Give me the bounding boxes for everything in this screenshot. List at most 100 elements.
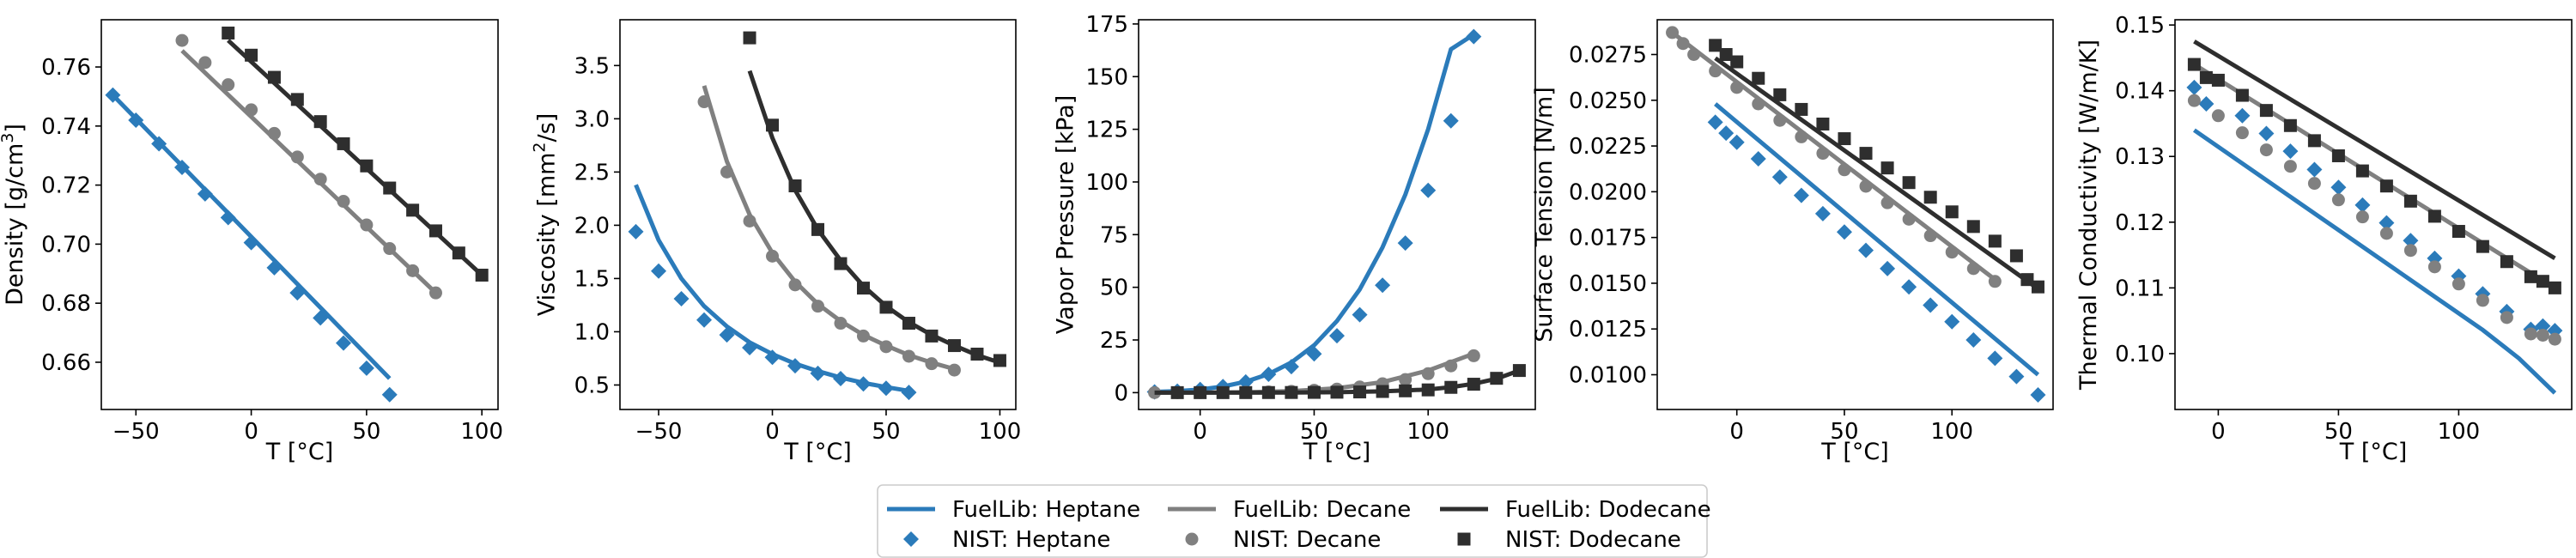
data-point xyxy=(879,340,893,354)
data-point xyxy=(2307,177,2321,191)
data-point xyxy=(766,118,780,132)
legend-label: NIST: Decane xyxy=(1233,527,1381,553)
data-point xyxy=(2211,73,2225,87)
data-point xyxy=(2259,104,2273,118)
y-tick-label: 0.66 xyxy=(41,350,91,376)
series-fuellib-decane xyxy=(1671,30,1996,282)
data-point xyxy=(1966,220,1980,234)
series-nist-decane xyxy=(697,95,961,377)
data-point xyxy=(697,95,711,109)
circle-marker-icon xyxy=(1185,532,1199,546)
data-point xyxy=(197,185,213,202)
plot-area xyxy=(2186,39,2563,395)
data-point xyxy=(2379,215,2395,231)
data-point xyxy=(902,349,915,363)
series-line xyxy=(2193,62,2556,290)
data-point xyxy=(222,26,235,39)
y-axis-label: Thermal Conductivity [W/m/K] xyxy=(2075,39,2102,391)
plot-area xyxy=(1146,28,1526,400)
data-point xyxy=(1718,125,1735,142)
data-point xyxy=(1793,187,1809,203)
data-point xyxy=(902,317,915,331)
series-line xyxy=(2192,128,2557,395)
data-point xyxy=(2283,118,2297,132)
data-point xyxy=(1687,47,1701,61)
data-point xyxy=(1285,385,1298,399)
data-point xyxy=(1814,205,1831,221)
x-tick-label: 0 xyxy=(1193,419,1207,445)
series-nist-dodecane xyxy=(1170,364,1526,399)
data-point xyxy=(970,347,984,361)
data-point xyxy=(764,349,781,366)
data-point xyxy=(1728,134,1745,150)
data-point xyxy=(128,112,144,128)
data-point xyxy=(1880,161,1894,175)
x-tick-label: 100 xyxy=(2438,419,2481,445)
data-point xyxy=(720,165,734,179)
data-point xyxy=(360,159,374,173)
data-point xyxy=(2331,193,2345,207)
legend-label: FuelLib: Heptane xyxy=(952,497,1140,523)
data-point xyxy=(1838,163,1851,177)
data-point xyxy=(811,300,824,313)
data-point xyxy=(742,340,758,356)
data-point xyxy=(2355,164,2369,178)
data-point xyxy=(743,31,756,45)
data-point xyxy=(2379,227,2393,240)
data-point xyxy=(1902,176,1916,190)
data-point xyxy=(2020,273,2034,287)
series-fuellib-dodecane xyxy=(1714,56,2039,291)
data-point xyxy=(2548,281,2561,294)
data-point xyxy=(2451,225,2465,239)
series-nist-dodecane xyxy=(222,26,489,282)
y-tick-label: 0.74 xyxy=(41,114,91,140)
y-tick-label: 0 xyxy=(1114,380,1128,406)
data-point xyxy=(1752,97,1765,111)
x-tick-label: 50 xyxy=(1300,419,1328,445)
data-point xyxy=(406,203,420,217)
data-point xyxy=(222,78,235,92)
data-point xyxy=(2187,58,2201,71)
data-point xyxy=(2258,125,2275,142)
data-point xyxy=(174,159,191,175)
data-point xyxy=(1194,385,1207,399)
axes-frame xyxy=(2174,19,2573,410)
x-tick-label: 50 xyxy=(872,419,900,445)
x-tick-label: 100 xyxy=(460,419,503,445)
data-point xyxy=(1923,191,1937,204)
data-point xyxy=(313,173,327,186)
data-point xyxy=(1170,385,1184,399)
data-point xyxy=(2259,143,2273,157)
x-tick-label: −50 xyxy=(112,419,160,445)
data-point xyxy=(2536,328,2549,342)
series-fuellib-heptane xyxy=(2192,128,2557,395)
data-point xyxy=(2379,179,2393,193)
y-tick-label: 0.0200 xyxy=(1569,179,1647,205)
data-point xyxy=(947,339,961,353)
x-tick-label: 0 xyxy=(1729,419,1744,445)
data-point xyxy=(925,329,939,343)
data-point xyxy=(2403,244,2417,258)
data-point xyxy=(2008,368,2025,385)
data-point xyxy=(1816,117,1830,130)
legend-item: FuelLib: Heptane xyxy=(887,497,1140,523)
data-point xyxy=(1466,28,1482,45)
data-point xyxy=(1420,182,1437,198)
data-point xyxy=(2187,94,2201,107)
data-point xyxy=(475,269,489,282)
data-point xyxy=(1443,112,1459,129)
series-nist-dodecane xyxy=(2187,58,2561,294)
x-tick-label: 50 xyxy=(2324,419,2353,445)
series-fuellib-heptane xyxy=(1714,102,2040,377)
series-fuellib-decane xyxy=(2193,62,2556,290)
data-point xyxy=(1771,169,1788,185)
data-point xyxy=(2451,277,2465,291)
x-tick-label: 0 xyxy=(244,419,258,445)
y-tick-label: 3.5 xyxy=(574,53,610,79)
data-point xyxy=(1836,224,1852,240)
data-point xyxy=(1719,47,1733,61)
series-fuellib-dodecane xyxy=(747,70,1001,365)
data-point xyxy=(1666,26,1680,39)
data-point xyxy=(2009,249,2023,263)
data-point xyxy=(1490,372,1504,385)
